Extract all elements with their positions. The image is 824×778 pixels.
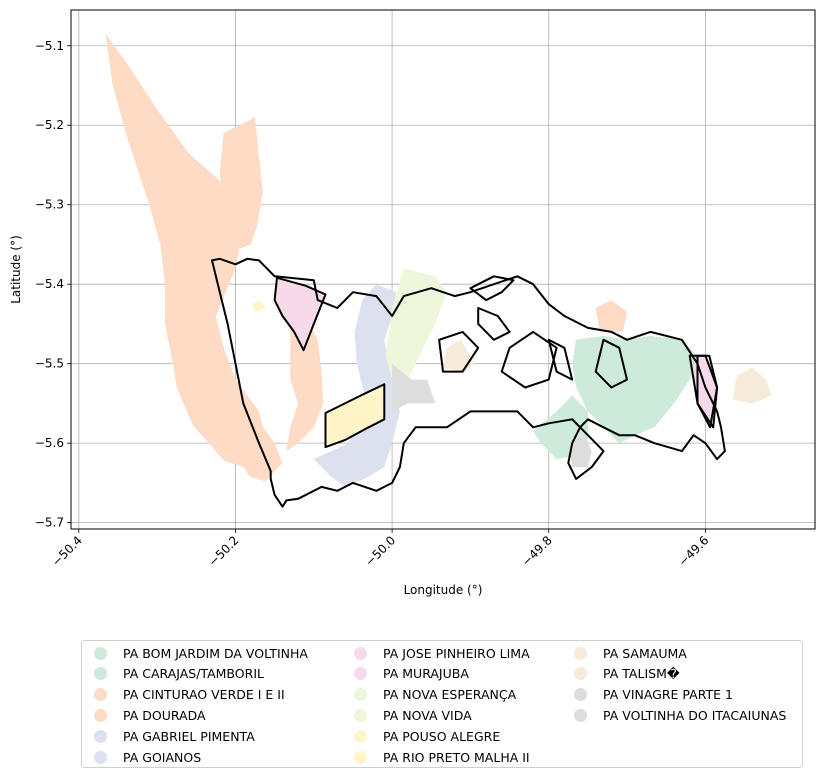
legend-label: PA VOLTINHA DO ITACAIUNAS xyxy=(603,707,787,723)
x-tick-label: −49.8 xyxy=(519,533,555,569)
legend-marker xyxy=(574,708,587,722)
legend-item: PA VINAGRE PARTE 1 xyxy=(574,685,733,705)
y-tick-label: −5.4 xyxy=(35,277,64,291)
legend-marker xyxy=(94,750,107,764)
legend-marker xyxy=(574,667,587,681)
legend-item: PA NOVA VIDA xyxy=(354,705,472,725)
legend-marker xyxy=(354,688,367,702)
legend-label: PA GOIANOS xyxy=(123,749,202,765)
legend-item: PA POUSO ALEGRE xyxy=(354,726,500,746)
legend-label: PA NOVA VIDA xyxy=(383,707,472,723)
legend-item: PA SAMAUMA xyxy=(574,643,687,663)
settlement-pa-dourada xyxy=(105,33,283,482)
settlement-pa-pouso-alegre xyxy=(252,300,267,312)
boundary-outline xyxy=(547,338,574,381)
x-tick-label: −50.0 xyxy=(362,533,398,569)
x-axis-label: Longitude (°) xyxy=(404,583,483,597)
legend-label: PA CARAJAS/TAMBORIL xyxy=(123,666,264,682)
legend-item: PA VOLTINHA DO ITACAIUNAS xyxy=(574,705,786,725)
legend-marker xyxy=(94,646,107,660)
map-plot: −50.4 −50.2 −50.0 −49.8 −49.6 −5.1 −5.2 −5.3 −5.… xyxy=(9,9,816,597)
legend-label: PA CINTURAO VERDE I E II xyxy=(123,687,285,703)
legend-item: PA GOIANOS xyxy=(94,747,201,767)
settlement-pa-murajuba xyxy=(274,277,326,351)
settlement-outline xyxy=(273,276,327,352)
boundary-outline xyxy=(500,330,558,389)
legend-marker xyxy=(354,750,367,764)
boundary-outline xyxy=(477,307,511,341)
legend-marker xyxy=(354,646,367,660)
legend-label: PA GABRIEL PIMENTA xyxy=(123,728,255,744)
settlement-pa-samauma xyxy=(732,367,772,404)
settlement-fills xyxy=(105,33,772,487)
legend-marker xyxy=(94,708,107,722)
settlement-pa-nova-esperan-a xyxy=(385,268,447,380)
y-tick-label: −5.7 xyxy=(35,516,64,530)
legend-item: PA JOSE PINHEIRO LIMA xyxy=(354,643,530,663)
settlement-pa-talism xyxy=(443,339,475,372)
y-axis-label: Latitude (°) xyxy=(9,235,23,304)
legend-marker xyxy=(354,667,367,681)
settlement-outline xyxy=(324,383,386,449)
settlement-outlines xyxy=(211,257,726,508)
settlement-pa-voltinha-do-itacaiunas xyxy=(286,308,324,452)
boundary-outline xyxy=(696,354,719,429)
boundary-outline xyxy=(438,330,480,373)
legend-label: PA BOM JARDIM DA VOLTINHA xyxy=(123,645,308,661)
axes-frame xyxy=(70,9,816,530)
legend: PA BOM JARDIM DA VOLTINHA PA CARAJAS/TAMB… xyxy=(81,640,803,768)
x-tick-label: −50.2 xyxy=(206,533,242,569)
legend-marker xyxy=(94,688,107,702)
legend-item: PA GABRIEL PIMENTA xyxy=(94,726,255,746)
y-tick-label: −5.3 xyxy=(35,198,64,212)
legend-label: PA TALISM� xyxy=(603,666,680,682)
legend-label: PA MURAJUBA xyxy=(383,666,469,682)
boundary-outline xyxy=(211,257,726,508)
y-tick-label: −5.1 xyxy=(35,39,64,53)
boundary-outline xyxy=(594,338,628,389)
boundary-outline xyxy=(469,275,515,302)
legend-label: PA JOSE PINHEIRO LIMA xyxy=(383,645,530,661)
legend-item: PA TALISM� xyxy=(574,664,680,684)
legend-item: PA CARAJAS/TAMBORIL xyxy=(94,664,264,684)
settlement-pa-cinturao-verde-i-e-ii xyxy=(219,117,263,253)
x-tick-label: −50.4 xyxy=(49,533,85,569)
y-tick-label: −5.5 xyxy=(35,357,64,371)
legend-marker xyxy=(94,667,107,681)
legend-marker xyxy=(354,708,367,722)
settlement-pa-vinagre xyxy=(568,435,592,467)
legend-label: PA VINAGRE PARTE 1 xyxy=(603,687,733,703)
y-tick-label: −5.2 xyxy=(35,118,64,132)
legend-item: PA BOM JARDIM DA VOLTINHA xyxy=(94,643,308,663)
legend-marker xyxy=(354,729,367,743)
settlement-pa-nova-vida xyxy=(595,300,627,332)
legend-item: PA CINTURAO VERDE I E II xyxy=(94,685,285,705)
settlement-pa-vinagre-parte-1 xyxy=(392,363,436,412)
settlement-pa-bom-jardim-da-voltinha xyxy=(572,335,698,444)
legend-marker xyxy=(574,646,587,660)
legend-item: PA NOVA ESPERANÇA xyxy=(354,685,516,705)
legend-marker xyxy=(94,729,107,743)
legend-item: PA MURAJUBA xyxy=(354,664,469,684)
legend-label: PA POUSO ALEGRE xyxy=(383,728,501,744)
x-tick-label: −49.6 xyxy=(676,533,712,569)
legend-label: PA RIO PRETO MALHA II xyxy=(383,749,530,765)
y-tick-label: −5.6 xyxy=(35,436,64,450)
settlement-pa-rio-preto-malha-ii xyxy=(325,384,385,448)
legend-label: PA NOVA ESPERANÇA xyxy=(383,687,517,703)
legend-marker xyxy=(574,688,587,702)
legend-label: PA DOURADA xyxy=(123,707,206,723)
settlement-pa-gabriel-pimenta xyxy=(313,284,400,487)
legend-item: PA RIO PRETO MALHA II xyxy=(354,747,530,767)
legend-item: PA DOURADA xyxy=(94,705,206,725)
legend-label: PA SAMAUMA xyxy=(603,645,687,661)
